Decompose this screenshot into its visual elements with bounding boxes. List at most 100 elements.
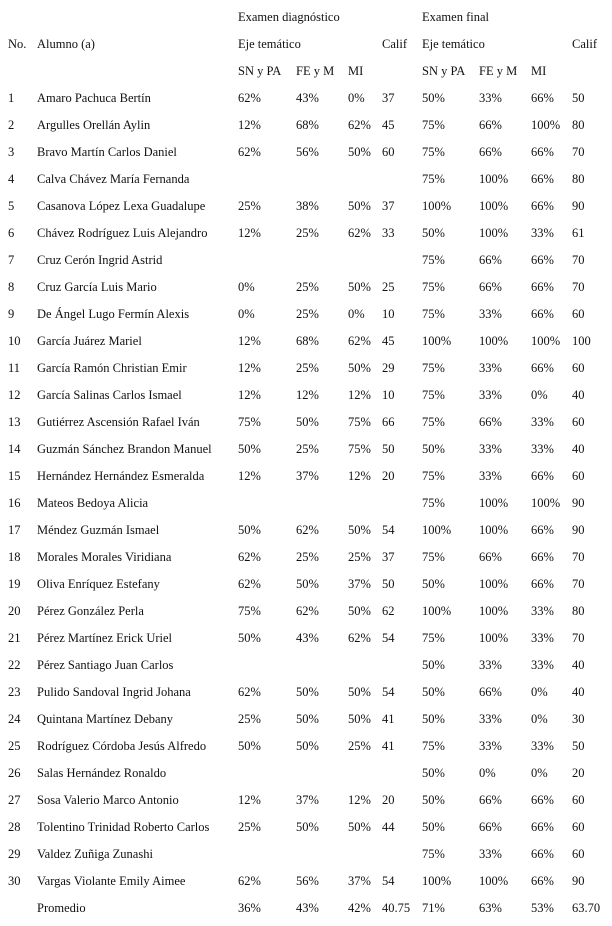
table-row: 4 Calva Chávez María Fernanda 75% 100% 66% 80 xyxy=(0,166,612,193)
header-row-exams: Examen diagnóstico Examen final xyxy=(0,4,612,31)
cell-diag-sn-pa: 50% xyxy=(238,631,261,645)
cell-no: 11 xyxy=(8,361,21,375)
cell-diag-mi: 75% xyxy=(348,415,371,429)
table-row: 10 García Juárez Mariel 12% 68% 62% 45 100% 100… xyxy=(0,328,612,355)
cell-final-sn-pa: 75% xyxy=(422,739,445,753)
cell-diag-calif: 25 xyxy=(382,280,395,294)
cell-name: Oliva Enríquez Estefany xyxy=(37,577,160,591)
cell-no: 26 xyxy=(8,766,21,780)
cell-diag-calif: 62 xyxy=(382,604,395,618)
cell-diag-mi: 37% xyxy=(348,577,371,591)
cell-diag-calif: 60 xyxy=(382,145,395,159)
header-no: No. xyxy=(8,37,27,51)
table-row: 12 García Salinas Carlos Ismael 12% 12% 12% 1… xyxy=(0,382,612,409)
cell-final-calif: 60 xyxy=(572,469,585,483)
cell-final-sn-pa: 75% xyxy=(422,550,445,564)
table-row: 14 Guzmán Sánchez Brandon Manuel 50% 25% 75%… xyxy=(0,436,612,463)
cell-final-fe-m: 66% xyxy=(479,280,502,294)
cell-no: 30 xyxy=(8,874,21,888)
cell-final-sn-pa: 75% xyxy=(422,496,445,510)
cell-diag-sn-pa: 50% xyxy=(238,739,261,753)
table-row: 6 Chávez Rodríguez Luis Alejandro 12% 25% 62… xyxy=(0,220,612,247)
cell-name: García Salinas Carlos Ismael xyxy=(37,388,182,402)
cell-diag-sn-pa: 12% xyxy=(238,793,261,807)
cell-final-sn-pa: 75% xyxy=(422,847,445,861)
cell-final-calif: 70 xyxy=(572,280,585,294)
cell-final-mi: 100% xyxy=(531,334,561,348)
cell-no: 18 xyxy=(8,550,21,564)
cell-diag-mi: 62% xyxy=(348,226,371,240)
cell-final-mi: 66% xyxy=(531,199,554,213)
cell-final-fe-m: 63% xyxy=(479,901,502,915)
cell-diag-calif: 40.75 xyxy=(382,901,411,915)
cell-final-fe-m: 33% xyxy=(479,712,502,726)
cell-final-sn-pa: 100% xyxy=(422,334,452,348)
cell-final-sn-pa: 50% xyxy=(422,577,445,591)
cell-diag-mi: 25% xyxy=(348,739,371,753)
cell-final-mi: 33% xyxy=(531,415,554,429)
cell-final-sn-pa: 50% xyxy=(422,442,445,456)
cell-diag-fe-m: 37% xyxy=(296,793,319,807)
cell-final-sn-pa: 75% xyxy=(422,469,445,483)
cell-final-calif: 50 xyxy=(572,91,585,105)
cell-final-fe-m: 100% xyxy=(479,334,509,348)
cell-diag-fe-m: 43% xyxy=(296,901,319,915)
cell-name: Cruz García Luis Mario xyxy=(37,280,157,294)
cell-name: Pérez Martínez Erick Uriel xyxy=(37,631,173,645)
cell-final-calif: 70 xyxy=(572,577,585,591)
cell-diag-sn-pa: 0% xyxy=(238,307,255,321)
cell-diag-mi: 12% xyxy=(348,388,371,402)
cell-no: 1 xyxy=(8,91,15,105)
cell-final-calif: 90 xyxy=(572,523,585,537)
cell-diag-fe-m: 25% xyxy=(296,307,319,321)
cell-final-sn-pa: 100% xyxy=(422,604,452,618)
cell-final-fe-m: 66% xyxy=(479,253,502,267)
cell-no: 28 xyxy=(8,820,21,834)
cell-final-mi: 0% xyxy=(531,388,548,402)
cell-diag-mi: 50% xyxy=(348,280,371,294)
cell-diag-fe-m: 43% xyxy=(296,91,319,105)
cell-diag-sn-pa: 25% xyxy=(238,199,261,213)
cell-name: Quintana Martínez Debany xyxy=(37,712,174,726)
cell-final-fe-m: 100% xyxy=(479,199,509,213)
cell-final-sn-pa: 75% xyxy=(422,307,445,321)
cell-diag-calif: 45 xyxy=(382,118,395,132)
cell-final-mi: 66% xyxy=(531,523,554,537)
cell-diag-fe-m: 62% xyxy=(296,604,319,618)
cell-diag-sn-pa: 62% xyxy=(238,685,261,699)
cell-final-fe-m: 33% xyxy=(479,739,502,753)
cell-final-calif: 50 xyxy=(572,739,585,753)
cell-diag-mi: 12% xyxy=(348,793,371,807)
table-row: 30 Vargas Violante Emily Aimee 62% 56% 37% 54… xyxy=(0,868,612,895)
cell-name: Pulido Sandoval Ingrid Johana xyxy=(37,685,191,699)
cell-diag-mi: 50% xyxy=(348,523,371,537)
cell-diag-fe-m: 37% xyxy=(296,469,319,483)
cell-final-mi: 66% xyxy=(531,172,554,186)
cell-final-mi: 66% xyxy=(531,874,554,888)
cell-diag-mi: 50% xyxy=(348,604,371,618)
cell-diag-calif: 33 xyxy=(382,226,395,240)
table-row: 3 Bravo Martín Carlos Daniel 62% 56% 50% 60 75… xyxy=(0,139,612,166)
cell-final-fe-m: 66% xyxy=(479,793,502,807)
cell-final-mi: 66% xyxy=(531,145,554,159)
header-exam-final: Examen final xyxy=(422,10,489,24)
cell-diag-sn-pa: 12% xyxy=(238,118,261,132)
header-row-sub: SN y PA FE y M MI SN y PA FE y M MI xyxy=(0,58,612,85)
cell-final-mi: 66% xyxy=(531,280,554,294)
cell-final-calif: 60 xyxy=(572,793,585,807)
cell-diag-calif: 50 xyxy=(382,577,395,591)
cell-diag-sn-pa: 62% xyxy=(238,91,261,105)
cell-diag-calif: 37 xyxy=(382,91,395,105)
cell-diag-sn-pa: 0% xyxy=(238,280,255,294)
header-eje-diag: Eje temático xyxy=(238,37,301,51)
cell-name: Chávez Rodríguez Luis Alejandro xyxy=(37,226,208,240)
cell-final-mi: 33% xyxy=(531,442,554,456)
header-exam-diagnostic: Examen diagnóstico xyxy=(238,10,340,24)
header-calif-final: Calif xyxy=(572,37,597,51)
cell-diag-fe-m: 25% xyxy=(296,442,319,456)
cell-diag-fe-m: 56% xyxy=(296,874,319,888)
cell-no: 6 xyxy=(8,226,15,240)
cell-final-fe-m: 100% xyxy=(479,496,509,510)
cell-name: Tolentino Trinidad Roberto Carlos xyxy=(37,820,210,834)
cell-diag-sn-pa: 25% xyxy=(238,820,261,834)
